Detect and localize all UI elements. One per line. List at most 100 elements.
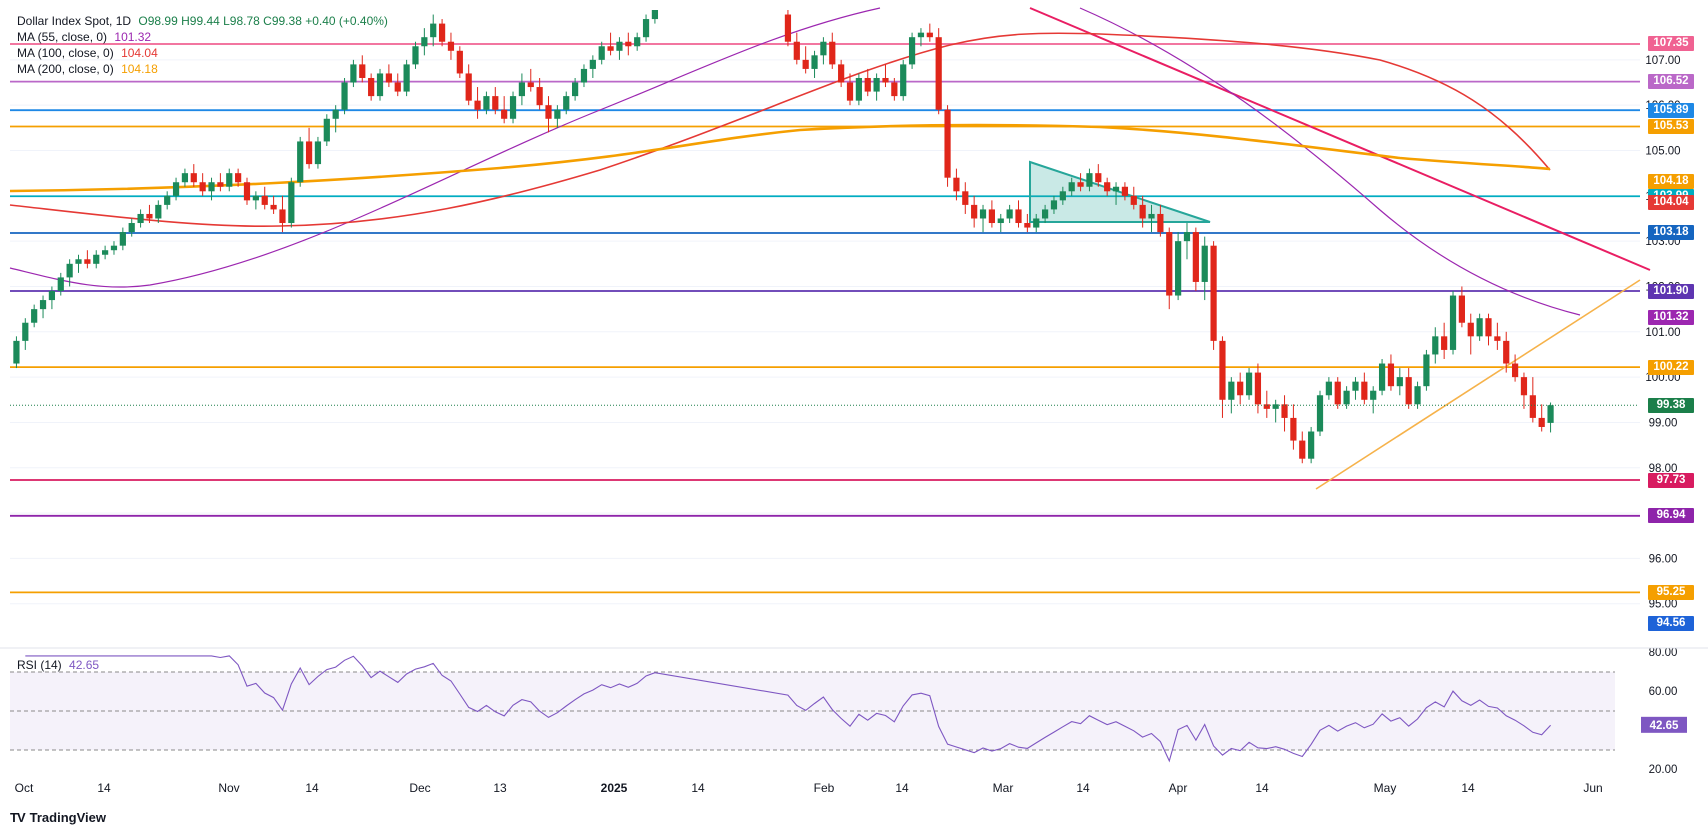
candle xyxy=(128,223,135,233)
candle xyxy=(368,77,375,97)
rsi-value-badge xyxy=(1641,716,1687,733)
candle xyxy=(1538,417,1545,427)
candle xyxy=(1139,204,1146,219)
candle xyxy=(1449,295,1457,350)
candle xyxy=(1325,381,1332,396)
last-price-badge: 99.38 xyxy=(1648,397,1694,413)
symbol-label: Dollar Index Spot, 1D xyxy=(17,14,132,28)
candle xyxy=(598,46,605,60)
level-badge: 97.73 xyxy=(1648,472,1694,488)
time-tick-label: Jun xyxy=(1583,781,1602,795)
candle xyxy=(864,77,871,92)
time-tick-label: May xyxy=(1374,781,1397,795)
candle xyxy=(1316,395,1324,432)
rsi-pane: 80.00 60.00 20.00 42.65 xyxy=(10,647,1687,776)
symbol-row: Dollar Index Spot, 1D O98.99 H99.44 L98.… xyxy=(17,13,388,29)
time-tick-label: 13 xyxy=(493,781,507,795)
candle xyxy=(84,259,91,264)
candle xyxy=(1148,213,1155,219)
candle xyxy=(146,213,153,219)
candle xyxy=(1050,200,1058,210)
candle xyxy=(430,23,437,38)
candle xyxy=(483,96,490,110)
candle xyxy=(199,182,206,192)
candle xyxy=(1441,336,1448,350)
candle xyxy=(332,109,339,119)
level-badge: 96.94 xyxy=(1648,508,1694,524)
candle xyxy=(1405,377,1412,405)
candle xyxy=(971,204,978,219)
candle xyxy=(554,109,561,119)
ma-100-line xyxy=(9,32,1551,228)
time-tick-label: 2025 xyxy=(601,781,628,795)
rsi-legend[interactable]: RSI (14) 42.65 xyxy=(17,658,99,672)
candle xyxy=(926,32,933,38)
candle xyxy=(589,59,596,69)
candle xyxy=(1547,405,1554,423)
candle xyxy=(341,82,348,110)
rsi-value: 42.65 xyxy=(69,658,100,672)
candle xyxy=(891,82,898,97)
candle xyxy=(155,204,162,219)
candle xyxy=(119,232,126,246)
candle xyxy=(900,64,907,97)
time-tick-label: 14 xyxy=(1461,781,1475,795)
grid xyxy=(10,59,1640,605)
time-tick-label: Mar xyxy=(993,781,1014,795)
candle xyxy=(829,41,836,65)
ma-100-label: MA (100, close, 0) xyxy=(17,46,114,60)
price-badge: 94.56 xyxy=(1648,616,1694,632)
candle xyxy=(917,32,925,38)
level-badge: 105.53 xyxy=(1648,118,1694,134)
candle xyxy=(456,50,463,74)
candle xyxy=(1432,336,1439,355)
tradingview-logo[interactable]: TV TradingView xyxy=(10,810,106,825)
candle xyxy=(1210,245,1217,341)
candle xyxy=(376,73,384,97)
candle xyxy=(882,77,889,83)
level-badge: 95.25 xyxy=(1648,584,1694,600)
level-badge: 103.18 xyxy=(1648,225,1694,241)
candle xyxy=(1423,354,1430,387)
price-tick-label: 96.00 xyxy=(1649,553,1678,565)
candle xyxy=(226,173,233,187)
candle xyxy=(492,96,499,110)
candle xyxy=(838,64,845,83)
candle xyxy=(75,259,82,264)
candle xyxy=(314,141,322,165)
candle xyxy=(1121,186,1129,196)
candle xyxy=(1281,404,1288,418)
candle xyxy=(13,340,20,364)
ma-55-value: 101.32 xyxy=(114,30,152,44)
candle xyxy=(1334,381,1341,405)
candle xyxy=(536,87,543,106)
ma-100-legend[interactable]: MA (100, close, 0) 104.04 xyxy=(17,45,388,61)
time-axis: Oct 14 Nov 14 Dec 13 2025 14 Feb 14 Mar 14 Apr 14 May 1… xyxy=(15,781,1603,795)
candle xyxy=(651,10,659,20)
candle xyxy=(953,177,960,192)
time-tick-label: 14 xyxy=(1076,781,1090,795)
candle xyxy=(988,209,995,224)
rsi-tick-label: 80.00 xyxy=(1649,647,1678,659)
candle xyxy=(31,309,38,323)
support-resistance-levels xyxy=(10,43,1640,594)
candlesticks xyxy=(13,10,1554,464)
candle xyxy=(1166,232,1173,296)
candle xyxy=(997,218,1004,224)
candle xyxy=(1086,173,1093,187)
candle xyxy=(642,19,650,38)
ma-200-label: MA (200, close, 0) xyxy=(17,62,114,76)
candle xyxy=(208,182,215,192)
ma-55-legend[interactable]: MA (55, close, 0) 101.32 xyxy=(17,29,388,45)
candle xyxy=(1059,191,1066,201)
candle xyxy=(305,141,313,165)
time-tick-label: 14 xyxy=(691,781,705,795)
ma-200-line xyxy=(9,123,1551,193)
candle xyxy=(172,182,180,196)
moving-averages xyxy=(9,7,1581,316)
candle xyxy=(288,182,295,224)
candle xyxy=(297,141,304,183)
ma-badge: 104.04 xyxy=(1648,195,1694,210)
ma-200-legend[interactable]: MA (200, close, 0) 104.18 xyxy=(17,61,388,77)
